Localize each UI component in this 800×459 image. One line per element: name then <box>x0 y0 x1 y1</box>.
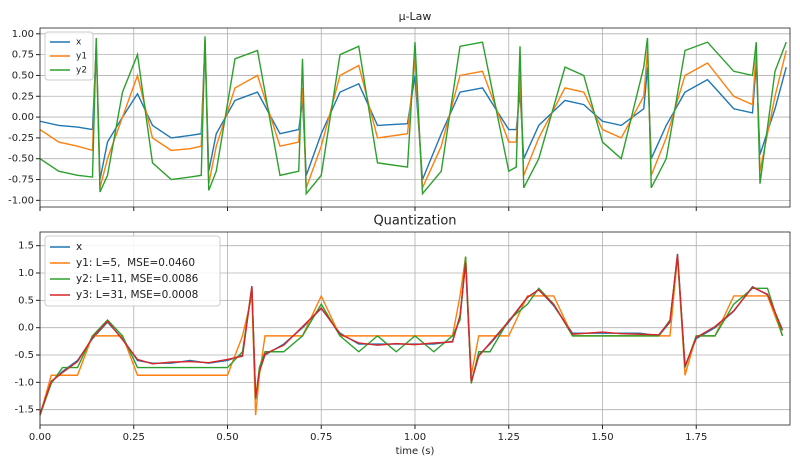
series-line <box>39 39 787 189</box>
y-tick-label: -1.0 <box>14 377 34 388</box>
y-tick-label: 1.00 <box>12 29 34 40</box>
legend-label: x <box>76 38 82 48</box>
y-tick-label: -1.00 <box>8 195 34 206</box>
legend-label: x <box>76 241 82 253</box>
legend-label: y1 <box>76 52 87 62</box>
chart-title: μ-Law <box>399 10 432 23</box>
legend-label: y2 <box>76 66 87 76</box>
plot-frame <box>39 27 791 208</box>
x-tick-label: 0.00 <box>29 432 51 443</box>
y-tick-label: 0.25 <box>12 91 34 102</box>
x-tick-label: 0.50 <box>216 432 238 443</box>
y-tick-label: 0.5 <box>18 295 34 306</box>
y-tick-label: -1.5 <box>14 405 34 416</box>
y-tick-label: 0.75 <box>12 50 34 61</box>
x-tick-label: 1.75 <box>685 432 707 443</box>
legend-label: y1: L=5, MSE=0.0460 <box>76 257 195 269</box>
x-tick-label: 0.25 <box>123 432 145 443</box>
series-line <box>39 36 787 196</box>
x-tick-label: 0.75 <box>310 432 332 443</box>
legend-box <box>44 235 221 307</box>
plot-frame <box>39 231 791 426</box>
legend-label: y3: L=31, MSE=0.0008 <box>76 289 198 301</box>
y-tick-label: -0.5 <box>14 350 34 361</box>
y-tick-label: -0.50 <box>8 154 34 165</box>
y-tick-label: -0.25 <box>8 133 34 144</box>
x-tick-label: 1.00 <box>404 432 426 443</box>
x-tick-label: 1.25 <box>498 432 520 443</box>
y-tick-label: 1.0 <box>18 268 34 279</box>
y-tick-label: -0.75 <box>8 175 34 186</box>
x-axis-label: time (s) <box>396 446 435 457</box>
x-tick-label: 1.50 <box>591 432 613 443</box>
chart-title: Quantization <box>373 214 456 229</box>
series-line <box>39 254 784 415</box>
y-tick-label: 0.50 <box>12 70 34 81</box>
y-tick-label: 1.5 <box>18 241 34 252</box>
legend-label: y2: L=11, MSE=0.0086 <box>76 273 199 285</box>
y-tick-label: 0.0 <box>18 323 34 334</box>
y-tick-label: 0.00 <box>12 112 34 123</box>
